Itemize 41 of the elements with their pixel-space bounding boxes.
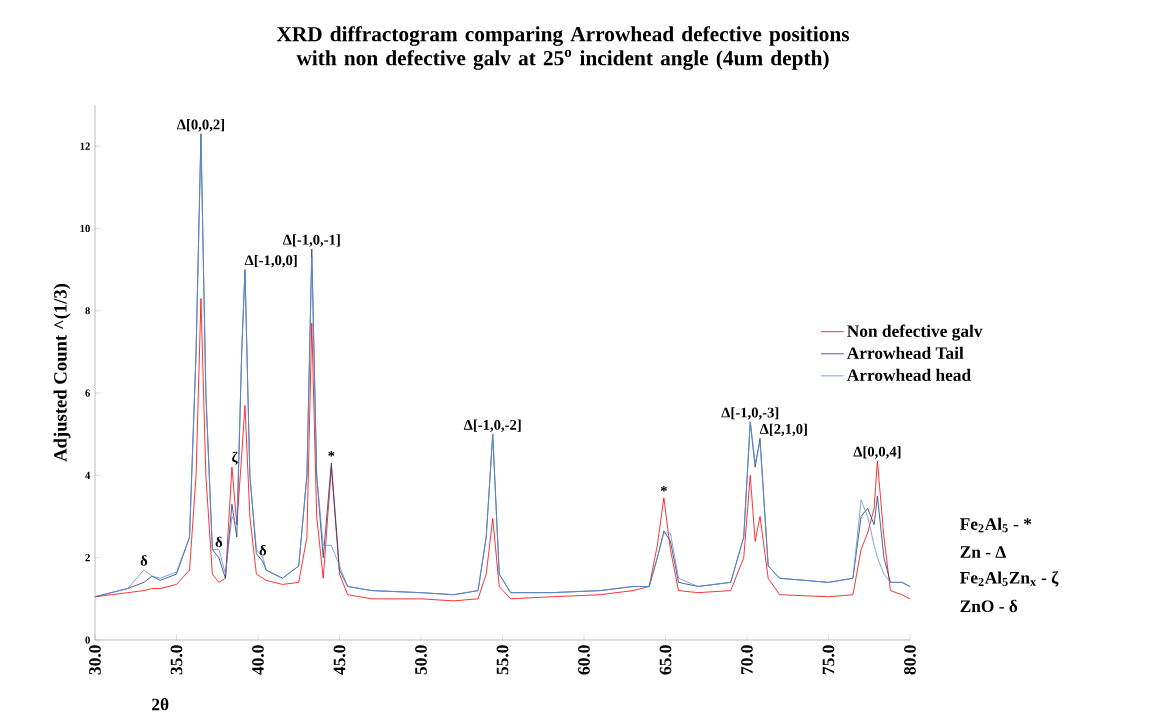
- text: Fe$_{2}$Al$_{5}$Zn$_{x}$ - ζ: [960, 571, 1059, 587]
- chart-title: XRD diffractogram comparing Arrowhead defective positions with non defective galv at 25$^{o}$ incident angle (4um depth): [276, 26, 850, 70]
- x-tick-label: 35.0: [170, 645, 183, 675]
- y-tick-label: 2: [85, 554, 90, 562]
- y-tick-label: 4: [85, 471, 91, 479]
- x-tick-label: 65.0: [659, 645, 672, 675]
- y-axis-title: Adjusted Count ^(1/3): [53, 283, 71, 462]
- annotation: Δ[2,1,0]: [759, 423, 807, 437]
- annotation: Δ[-1,0,-1]: [282, 234, 340, 247]
- annotation: Δ[0,0,4]: [853, 446, 901, 459]
- text: ZnO - δ: [960, 599, 1018, 613]
- x-tick-label: 70.0: [741, 645, 753, 675]
- legend-label: Non defective galv: [847, 324, 983, 341]
- y-tick-label: 0: [85, 636, 90, 644]
- annotation: δ: [215, 536, 223, 548]
- legend-label: Arrowhead head: [846, 368, 971, 382]
- annotation: *: [328, 451, 335, 457]
- y-tick-label: 6: [85, 389, 90, 397]
- text: Fe$_{2}$Al$_{5}$ - *: [960, 517, 1032, 533]
- x-tick-label: 45.0: [333, 645, 346, 675]
- text: Zn - Δ: [960, 546, 1006, 558]
- annotation: δ: [259, 544, 267, 556]
- annotation: Δ[-1,0,0]: [244, 254, 297, 268]
- y-tick-label: 10: [80, 224, 90, 233]
- y-tick-label: 12: [80, 142, 90, 150]
- annotation: Δ[-1,0,-3]: [721, 407, 779, 420]
- annotation: Δ[-1,0,-2]: [463, 419, 521, 432]
- annotation: ζ: [232, 451, 238, 465]
- x-tick-label: 40.0: [252, 645, 264, 675]
- x-tick-label: 60.0: [578, 645, 590, 675]
- x-tick-label: 50.0: [415, 645, 427, 675]
- x-tick-label: 75.0: [822, 645, 835, 675]
- annotation: *: [660, 486, 667, 492]
- legend-label: Arrowhead Tail: [846, 346, 964, 359]
- x-tick-label: 80.0: [904, 645, 916, 675]
- annotation: δ: [140, 555, 148, 566]
- x-axis-title: 2θ: [152, 698, 169, 711]
- x-tick-label: 30.0: [89, 645, 101, 675]
- x-tick-label: 55.0: [496, 645, 509, 675]
- y-tick-label: 8: [85, 307, 90, 315]
- annotation: Δ[0,0,2]: [177, 119, 225, 132]
